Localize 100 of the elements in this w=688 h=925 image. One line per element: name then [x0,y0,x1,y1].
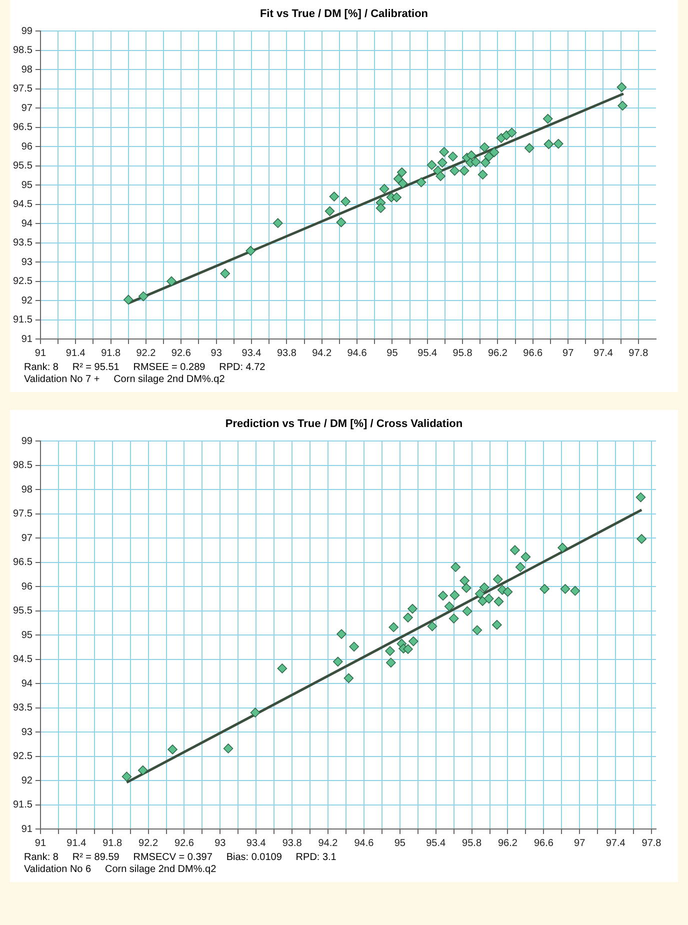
y-tick-label: 91 [21,334,33,345]
point [502,586,513,597]
point [553,138,564,149]
x-tick-label: 93.8 [282,838,302,849]
point [393,174,404,184]
point [246,246,256,256]
point [344,673,354,684]
x-tick-label: 95 [386,348,398,359]
point [349,642,359,652]
x-tick-label: 92.6 [174,838,194,849]
point [168,744,178,754]
x-tick-label: 97.4 [606,838,626,849]
x-tick-label: 93.8 [276,348,297,359]
y-tick-label: 99 [21,26,33,37]
x-tick-label: 91 [34,348,46,359]
point [461,583,472,593]
point [524,143,534,153]
point [450,590,460,600]
x-tick-label: 95.8 [452,348,473,359]
x-tick-label: 95.4 [426,838,446,849]
point [470,157,481,167]
y-tick-label: 93.5 [12,238,33,248]
point [479,582,490,592]
x-tick-label: 91.8 [101,348,121,359]
point [123,294,134,305]
point [450,562,461,572]
point [223,744,234,754]
x-tick-label: 94.6 [347,348,368,359]
text: Validation No 7 + Corn silage 2nd DM%.q2 [24,374,226,386]
x-tick-label: 97.8 [628,348,649,359]
point [138,765,148,776]
y-tick-label: 95 [21,180,33,191]
point [448,614,459,624]
point [436,171,446,182]
point [510,545,520,556]
y-tick-label: 95.5 [12,160,33,172]
point [403,644,413,654]
y-tick-label: 98 [21,484,33,496]
point [492,620,502,630]
point [459,166,470,176]
point [379,184,390,194]
x-tick-label: 92.2 [136,348,156,359]
point [560,584,570,594]
point [558,542,568,553]
y-tick-label: 94.5 [12,199,33,210]
point [472,625,482,636]
y-tick-label: 98.5 [12,460,33,471]
y-tick-label: 98 [21,64,33,76]
y-tick-label: 93 [21,256,33,268]
y-tick-label: 91.5 [12,314,33,326]
point [388,622,399,632]
y-tick-label: 93 [21,726,33,738]
point [122,772,132,782]
x-tick-label: 94.2 [312,348,332,359]
point [336,217,346,228]
point [636,534,647,544]
y-tick-label: 95 [21,630,33,641]
point [520,552,531,562]
y-tick-label: 95.5 [12,606,33,616]
point [272,218,283,228]
point [484,152,494,162]
y-tick-label: 91 [21,824,33,835]
x-tick-label: 94.6 [354,838,374,849]
point [462,606,472,616]
y-tick-label: 92.5 [12,276,33,287]
x-tick-label: 97 [574,838,586,849]
point [396,167,407,178]
x-tick-label: 96.2 [498,838,518,849]
point [277,664,288,674]
y-tick-label: 96.5 [12,122,33,133]
point [444,601,454,612]
x-tick-label: 91.8 [102,838,123,849]
point [448,152,458,162]
y-tick-label: 92.5 [12,751,33,762]
y-tick-label: 94 [21,678,33,690]
chart-title: Fit vs True / DM [%] / Calibration [258,8,430,20]
x-tick-label: 97.4 [594,348,614,359]
point [494,596,504,606]
point [220,268,230,278]
point [426,160,437,170]
point [340,196,350,206]
x-tick-label: 92.2 [138,838,158,849]
x-tick-label: 95 [394,838,406,849]
y-tick-label: 97 [21,102,33,114]
y-tick-label: 92 [21,775,33,786]
point [416,177,426,188]
y-tick-label: 91.5 [12,800,33,810]
y-tick-label: 97 [21,532,33,544]
y-tick-label: 93.5 [12,702,33,714]
x-tick-label: 97.8 [642,838,662,849]
point [250,708,260,718]
point [336,629,346,639]
point [386,658,396,668]
y-tick-label: 98.5 [12,45,33,56]
point [484,594,494,604]
point [540,584,550,594]
point [478,596,488,606]
point [478,170,488,180]
point [408,636,418,646]
point [403,612,413,622]
